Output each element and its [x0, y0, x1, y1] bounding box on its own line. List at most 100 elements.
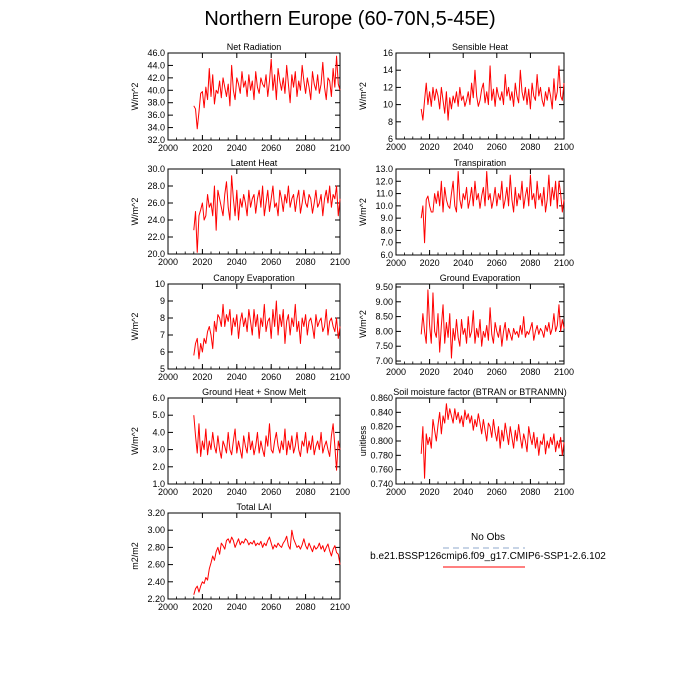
y-axis-label: W/m^2 — [130, 83, 140, 111]
y-tick-label: 8 — [160, 313, 165, 323]
y-tick-label: 2.60 — [147, 560, 165, 570]
x-tick-label: 2060 — [261, 487, 281, 497]
plot-frame — [167, 283, 341, 370]
panel-title: Transpiration — [454, 158, 506, 168]
x-tick-label: 2040 — [227, 372, 247, 382]
x-tick-label: 2020 — [192, 257, 212, 267]
y-tick-label: 9 — [160, 296, 165, 306]
x-tick-label: 2060 — [487, 367, 507, 377]
y-axis-label: W/m^2 — [130, 313, 140, 341]
x-tick-label: 2020 — [420, 142, 440, 152]
x-tick-label: 2100 — [330, 143, 350, 153]
panel-4: Transpiration 2000 2020 2040 2060 2080 2100 6.0… — [358, 158, 574, 268]
y-tick-label: 9.50 — [375, 282, 393, 292]
x-tick-label: 2020 — [420, 367, 440, 377]
series-line-1 — [420, 170, 565, 244]
x-tick-label: 2040 — [227, 143, 247, 153]
y-tick-label: 0.740 — [370, 479, 393, 489]
y-tick-label: 6 — [160, 347, 165, 357]
y-axis-label: W/m^2 — [130, 198, 140, 226]
x-tick-label: 2060 — [487, 258, 507, 268]
panel-title: Latent Heat — [231, 158, 278, 168]
panel-title: Canopy Evaporation — [213, 273, 295, 283]
x-tick-label: 2080 — [296, 602, 316, 612]
y-tick-label: 2.0 — [152, 462, 165, 472]
y-tick-label: 12.0 — [375, 176, 393, 186]
x-tick-label: 2040 — [227, 257, 247, 267]
legend-label-1: No Obs — [471, 532, 505, 543]
series-line-1 — [420, 65, 565, 121]
x-tick-label: 2020 — [192, 143, 212, 153]
y-tick-label: 28.0 — [147, 181, 165, 191]
x-tick-label: 2040 — [453, 487, 473, 497]
y-tick-label: 5.0 — [152, 410, 165, 420]
panel-6: Ground Evaporation 2000 2020 2040 2060 2080 21… — [358, 273, 574, 377]
y-tick-label: 40.0 — [147, 85, 165, 95]
y-tick-label: 1.0 — [152, 479, 165, 489]
y-tick-label: 0.820 — [370, 422, 393, 432]
x-tick-label: 2000 — [158, 143, 178, 153]
y-tick-label: 5 — [160, 364, 165, 374]
panel-title: Net Radiation — [227, 42, 282, 52]
x-tick-label: 2080 — [296, 372, 316, 382]
y-tick-label: 3.20 — [147, 508, 165, 518]
y-tick-label: 2.40 — [147, 577, 165, 587]
series-line-1 — [193, 300, 341, 360]
x-tick-label: 2040 — [453, 142, 473, 152]
y-tick-label: 8.50 — [375, 312, 393, 322]
series-line-1 — [193, 55, 341, 130]
x-tick-label: 2100 — [554, 367, 574, 377]
panel-title: Sensible Heat — [452, 42, 509, 52]
panel-title: Ground Evaporation — [440, 273, 521, 283]
x-tick-label: 2060 — [261, 257, 281, 267]
y-tick-label: 16 — [383, 48, 393, 58]
y-tick-label: 44.0 — [147, 60, 165, 70]
x-tick-label: 2100 — [330, 487, 350, 497]
y-tick-label: 26.0 — [147, 198, 165, 208]
x-tick-label: 2080 — [520, 142, 540, 152]
x-tick-label: 2080 — [520, 367, 540, 377]
y-tick-label: 9.0 — [380, 213, 393, 223]
y-tick-label: 10.0 — [375, 201, 393, 211]
x-tick-label: 2040 — [453, 367, 473, 377]
panel-7: Ground Heat + Snow Melt 2000 2020 2040 2060 2… — [130, 387, 350, 497]
x-tick-label: 2000 — [386, 142, 406, 152]
x-tick-label: 2000 — [386, 487, 406, 497]
x-tick-label: 2080 — [296, 257, 316, 267]
plot-frame — [167, 512, 341, 600]
x-tick-label: 2060 — [487, 487, 507, 497]
y-tick-label: 8.0 — [380, 225, 393, 235]
x-tick-label: 2000 — [158, 372, 178, 382]
x-tick-label: 2000 — [158, 257, 178, 267]
panel-title: Total LAI — [236, 502, 271, 512]
y-tick-label: 3.0 — [152, 445, 165, 455]
x-tick-label: 2080 — [520, 258, 540, 268]
plot-frame — [167, 397, 341, 485]
x-tick-label: 2040 — [453, 258, 473, 268]
y-tick-label: 0.760 — [370, 465, 393, 475]
legend-label-2: b.e21.BSSP126cmip6.f09_g17.CMIP6-SSP1-2.… — [370, 551, 606, 562]
panel-2: Sensible Heat 2000 2020 2040 2060 2080 2100 6 8 1… — [358, 42, 574, 152]
y-tick-label: 6.0 — [152, 393, 165, 403]
y-tick-label: 7.00 — [375, 356, 393, 366]
x-tick-label: 2020 — [420, 487, 440, 497]
y-tick-label: 36.0 — [147, 110, 165, 120]
y-axis-label: unitless — [358, 425, 368, 456]
y-tick-label: 3.00 — [147, 525, 165, 535]
plot-frame — [395, 168, 565, 256]
x-tick-label: 2000 — [158, 602, 178, 612]
x-tick-label: 2080 — [296, 487, 316, 497]
x-tick-label: 2080 — [520, 487, 540, 497]
legend: No Obs b.e21.BSSP126cmip6.f09_g17.CMIP6-S… — [370, 532, 606, 568]
panel-5: Canopy Evaporation 2000 2020 2040 2060 2080 21… — [130, 273, 350, 382]
x-tick-label: 2060 — [261, 143, 281, 153]
panel-title: Ground Heat + Snow Melt — [202, 387, 306, 397]
x-tick-label: 2020 — [192, 487, 212, 497]
x-tick-label: 2040 — [227, 487, 247, 497]
x-tick-label: 2000 — [386, 258, 406, 268]
y-tick-label: 38.0 — [147, 98, 165, 108]
y-tick-label: 34.0 — [147, 123, 165, 133]
y-tick-label: 30.0 — [147, 164, 165, 174]
x-tick-label: 2100 — [330, 257, 350, 267]
y-tick-label: 11.0 — [376, 189, 393, 199]
